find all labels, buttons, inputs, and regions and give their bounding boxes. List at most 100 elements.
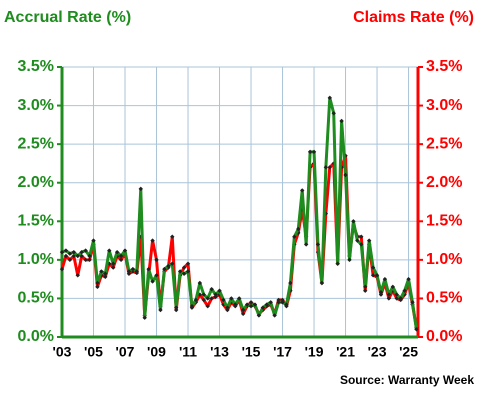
point-marker <box>154 257 159 263</box>
y-tick-label: 1.5% <box>18 213 54 230</box>
point-marker <box>370 265 376 270</box>
point-marker <box>221 302 226 307</box>
x-tick-label: '21 <box>336 344 355 360</box>
point-marker <box>185 269 191 274</box>
point-marker <box>343 172 348 178</box>
y2-tick-label: 0.5% <box>426 290 462 307</box>
point-marker <box>351 219 356 224</box>
point-marker <box>347 257 352 263</box>
point-marker <box>225 305 230 310</box>
point-marker <box>134 269 140 274</box>
point-marker <box>170 234 175 239</box>
x-tick-label: '17 <box>273 344 292 360</box>
point-marker <box>319 280 325 286</box>
x-tick-label: '03 <box>53 344 72 360</box>
y-tick-label: 0.5% <box>18 290 54 307</box>
point-marker <box>335 261 340 266</box>
point-marker <box>189 303 195 309</box>
point-marker <box>213 292 218 297</box>
point-marker <box>150 238 155 243</box>
point-marker <box>126 269 132 274</box>
point-marker <box>229 296 234 301</box>
x-tick-label: '15 <box>242 344 261 360</box>
point-marker <box>185 261 191 266</box>
point-marker <box>103 274 108 280</box>
y2-tick-label: 3.0% <box>426 97 462 114</box>
left-axis-title: Accrual Rate (%) <box>4 9 131 26</box>
y2-tick-label: 1.0% <box>426 251 462 268</box>
point-marker <box>366 238 372 243</box>
point-marker <box>272 313 277 318</box>
point-marker <box>300 188 305 193</box>
point-marker <box>59 249 65 255</box>
point-marker <box>150 279 155 284</box>
point-marker <box>374 273 380 278</box>
point-marker <box>91 238 96 243</box>
point-marker <box>181 265 187 270</box>
point-marker <box>83 257 88 263</box>
point-marker <box>209 286 214 292</box>
point-marker <box>122 248 128 253</box>
x-tick-label: '09 <box>147 344 166 360</box>
y-tick-label: 1.0% <box>18 251 54 268</box>
point-marker <box>63 248 69 253</box>
y2-tick-label: 1.5% <box>426 213 462 230</box>
point-marker <box>166 263 171 269</box>
point-marker <box>331 111 336 116</box>
point-marker <box>280 300 285 305</box>
plot-area <box>62 67 418 337</box>
point-marker <box>205 303 210 309</box>
point-marker <box>114 249 120 255</box>
point-marker <box>158 307 163 313</box>
point-marker <box>359 234 364 239</box>
point-marker <box>311 149 317 155</box>
point-marker <box>71 249 77 255</box>
point-marker <box>268 300 273 305</box>
point-marker <box>95 284 100 290</box>
y-tick-label: 3.0% <box>18 97 54 114</box>
point-marker <box>126 271 132 276</box>
point-marker <box>240 307 246 313</box>
point-marker <box>327 165 332 170</box>
y2-tick-label: 0.0% <box>426 328 462 345</box>
point-marker <box>174 307 179 313</box>
point-marker <box>154 273 159 278</box>
point-marker <box>315 242 321 247</box>
point-marker <box>323 165 329 170</box>
y-tick-label: 0.0% <box>18 328 54 345</box>
point-marker <box>359 242 364 247</box>
point-marker <box>201 292 206 297</box>
point-marker <box>414 327 419 332</box>
point-marker <box>240 311 246 317</box>
x-tick-label: '07 <box>116 344 135 360</box>
y2-tick-label: 2.5% <box>426 135 462 152</box>
point-marker <box>221 297 226 303</box>
point-marker <box>181 271 187 276</box>
point-marker <box>248 300 254 305</box>
x-tick-label: '25 <box>399 344 418 360</box>
point-marker <box>99 269 104 274</box>
x-tick-label: '05 <box>84 344 103 360</box>
point-marker <box>260 305 266 310</box>
x-tick-label: '13 <box>210 344 229 360</box>
point-marker <box>118 253 124 259</box>
point-marker <box>174 305 179 310</box>
point-marker <box>87 253 92 259</box>
point-marker <box>75 253 80 259</box>
point-marker <box>382 276 388 282</box>
point-marker <box>233 302 238 307</box>
point-marker <box>402 288 407 293</box>
point-marker <box>363 288 368 293</box>
point-marker <box>339 118 344 124</box>
x-tick-label: '23 <box>368 344 387 360</box>
point-marker <box>252 302 258 307</box>
point-marker <box>67 257 73 263</box>
point-marker <box>327 95 332 101</box>
point-marker <box>79 249 84 255</box>
point-marker <box>355 238 360 243</box>
y-tick-label: 2.5% <box>18 135 54 152</box>
point-marker <box>398 296 403 301</box>
point-marker <box>213 294 218 300</box>
